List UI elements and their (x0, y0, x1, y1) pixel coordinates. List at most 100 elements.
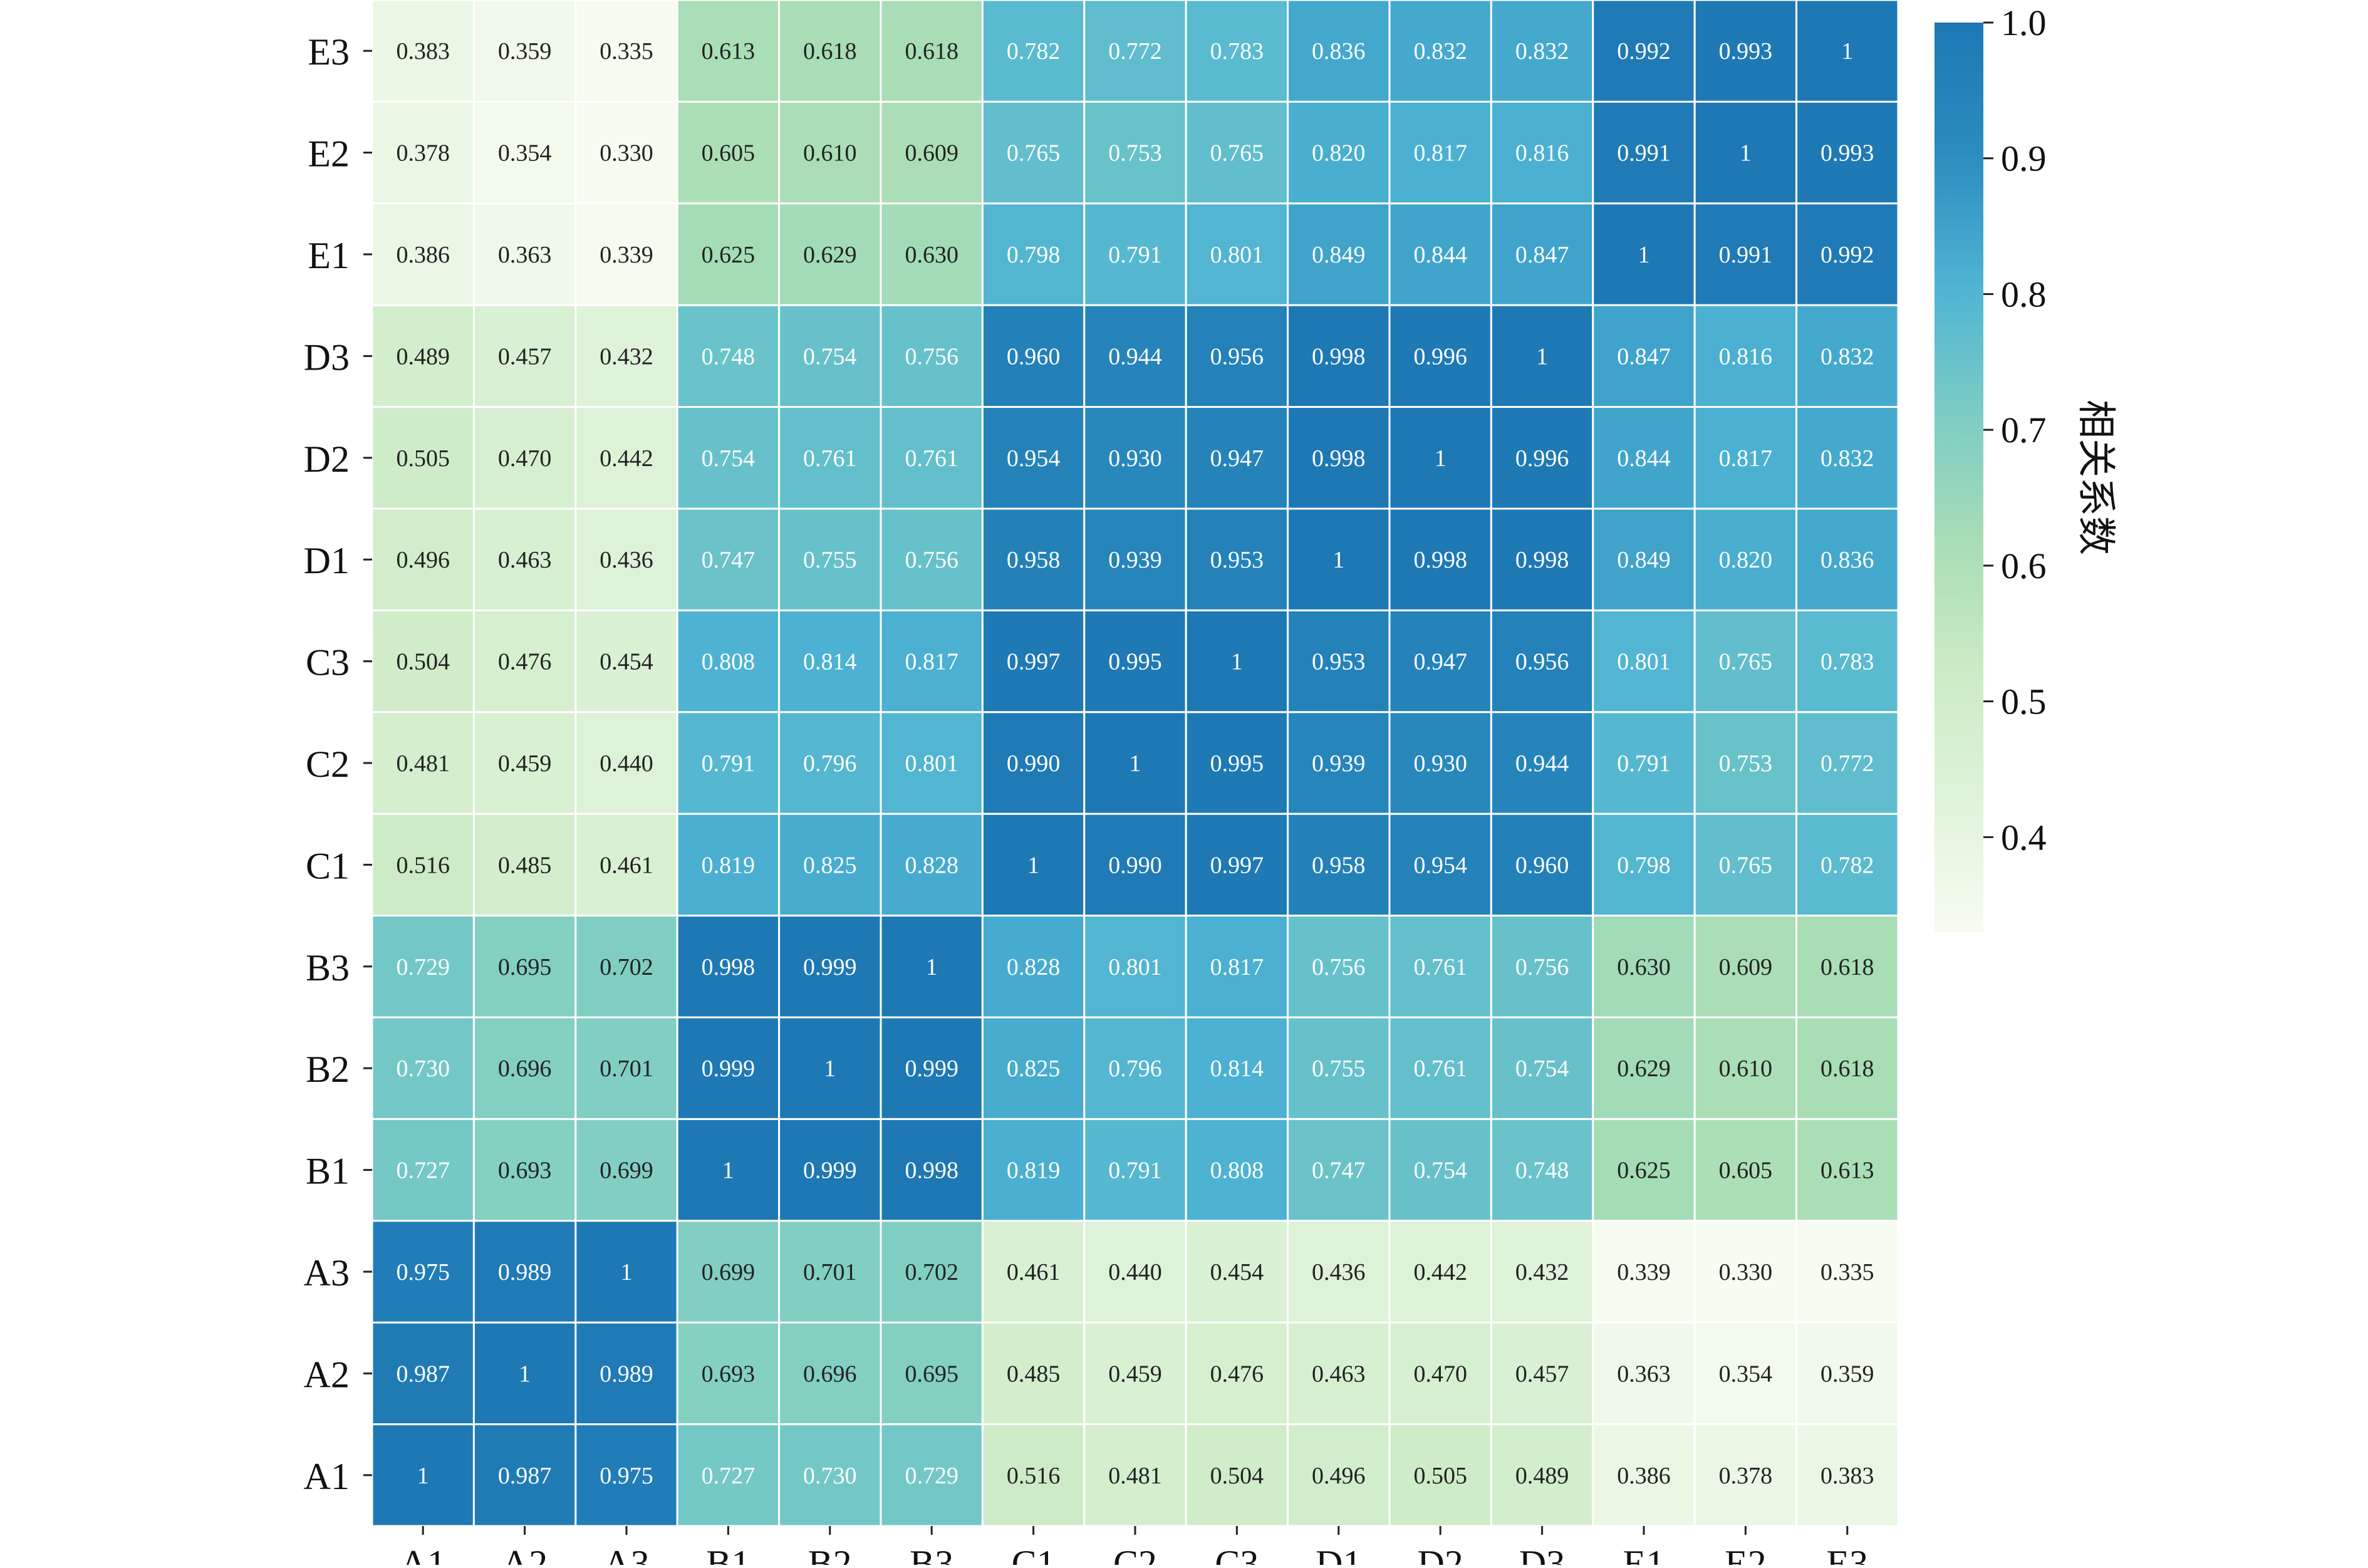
y-tick-label: B3 (306, 947, 350, 989)
heatmap-cell-value: 0.485 (498, 852, 552, 878)
heatmap-cell (1185, 1118, 1289, 1222)
heatmap-cell (1388, 813, 1492, 917)
heatmap-cell-value: 0.729 (905, 1463, 958, 1489)
heatmap-cell-value: 0.699 (600, 1158, 653, 1184)
heatmap-cell (574, 1118, 678, 1222)
heatmap-cell-value: 0.953 (1312, 649, 1366, 675)
heatmap-cell-value: 0.383 (1820, 1463, 1874, 1489)
heatmap-cell-value: 0.696 (803, 1361, 857, 1387)
heatmap-cell-value: 0.609 (1719, 954, 1773, 980)
heatmap-cell-value: 0.363 (1617, 1361, 1671, 1387)
heatmap-cell-value: 0.956 (1515, 649, 1569, 675)
heatmap-cell-value: 0.791 (702, 750, 756, 777)
heatmap-cell (1388, 1423, 1492, 1527)
heatmap-cell (1083, 1220, 1187, 1324)
heatmap-cell-value: 0.817 (1210, 954, 1264, 980)
y-tick-label: A1 (304, 1456, 350, 1497)
heatmap-cell-value: 0.693 (498, 1158, 552, 1184)
heatmap-cell (371, 507, 475, 611)
heatmap-cell-value: 0.817 (905, 649, 958, 675)
heatmap-cell (676, 1423, 781, 1527)
heatmap-cell (1083, 1321, 1187, 1426)
heatmap-cell (1083, 711, 1187, 815)
heatmap-cell-value: 0.816 (1515, 140, 1569, 167)
heatmap-cell-value: 0.753 (1719, 750, 1773, 777)
heatmap-cell (981, 813, 1086, 917)
x-tick-label: C2 (1113, 1543, 1157, 1565)
heatmap-cell-value: 0.699 (702, 1259, 756, 1285)
heatmap-cell (1287, 1423, 1391, 1527)
heatmap-cell (676, 507, 781, 611)
heatmap-cell-value: 0.999 (702, 1056, 756, 1082)
heatmap-cell-value: 0.999 (905, 1056, 958, 1082)
heatmap-cell-value: 0.836 (1820, 547, 1874, 573)
heatmap-cell-value: 0.505 (1413, 1463, 1467, 1489)
heatmap-cell (574, 609, 678, 714)
heatmap-cell-value: 0.476 (1210, 1361, 1264, 1387)
heatmap-cell (778, 406, 882, 510)
heatmap-cell-value: 0.701 (803, 1259, 857, 1285)
heatmap-cell (1795, 507, 1899, 611)
heatmap-cell-value: 1 (417, 1463, 429, 1489)
heatmap-cell (1592, 1016, 1696, 1120)
heatmap-cell-value: 0.832 (1820, 445, 1874, 472)
colorbar-tick-label: 0.5 (2001, 682, 2047, 722)
heatmap-cell (472, 609, 577, 714)
heatmap-cell (472, 1118, 577, 1222)
heatmap-cell (1083, 915, 1187, 1019)
heatmap-cell (676, 0, 781, 103)
heatmap-cell (1490, 711, 1594, 815)
heatmap-cell-value: 0.998 (1515, 547, 1569, 573)
heatmap-cell (1083, 507, 1187, 611)
heatmap-cell-value: 0.817 (1719, 445, 1773, 472)
heatmap-cell (676, 1220, 781, 1324)
y-tick-label: A2 (304, 1354, 350, 1395)
heatmap-cell-value: 0.481 (1108, 1463, 1162, 1489)
heatmap-cell-value: 0.729 (396, 954, 450, 980)
heatmap-cell (574, 1321, 678, 1426)
y-tick-label: E2 (308, 133, 350, 175)
heatmap-cell-value: 0.754 (1515, 1056, 1569, 1082)
heatmap-cell (1490, 1118, 1594, 1222)
heatmap-cell-value: 0.756 (905, 547, 958, 573)
heatmap-cell-value: 0.504 (1210, 1463, 1264, 1489)
heatmap-cell (981, 1220, 1086, 1324)
heatmap-cell (472, 1321, 577, 1426)
x-axis: A1 A2 A3 B1 B2 B3 C1 C2 C3 D1 D2 D3 E1 E2 E3 (400, 1526, 1868, 1568)
heatmap-cell (574, 100, 678, 205)
heatmap-cell (574, 915, 678, 1019)
heatmap-cell (778, 711, 882, 815)
heatmap-cell (1795, 406, 1899, 510)
heatmap-cell (574, 813, 678, 917)
heatmap-cell (1083, 100, 1187, 205)
y-tick-label: B2 (306, 1049, 350, 1090)
heatmap-cell-value: 0.796 (803, 750, 857, 777)
heatmap-cell-value: 1 (1841, 38, 1853, 65)
heatmap-cell (1795, 711, 1899, 815)
heatmap-cell-value: 0.457 (498, 343, 552, 370)
heatmap-cell-value: 0.844 (1413, 242, 1467, 268)
heatmap-cell (880, 304, 984, 408)
heatmap-cell-value: 1 (1536, 343, 1548, 370)
x-tick-label: D2 (1418, 1543, 1463, 1565)
heatmap-cell-value: 0.359 (1820, 1361, 1874, 1387)
heatmap-cell-value: 0.505 (396, 445, 450, 472)
heatmap-cell-value: 0.761 (803, 445, 857, 472)
heatmap-cell-value: 0.987 (498, 1463, 552, 1489)
heatmap-cell (880, 711, 984, 815)
heatmap-cell-value: 1 (519, 1361, 531, 1387)
heatmap-cell-value: 0.748 (1515, 1158, 1569, 1184)
y-tick-label: B1 (306, 1151, 350, 1192)
heatmap-cell-value: 0.783 (1210, 38, 1264, 65)
heatmap-cell-value: 0.470 (498, 445, 552, 472)
heatmap-cell-value: 0.996 (1413, 343, 1467, 370)
heatmap-cell-value: 0.618 (1820, 1056, 1874, 1082)
heatmap-cell-value: 0.814 (803, 649, 857, 675)
heatmap-cell (778, 507, 882, 611)
heatmap-cell (1287, 0, 1391, 103)
heatmap-cell-value: 0.960 (1007, 343, 1061, 370)
heatmap-cell-value: 0.990 (1007, 750, 1061, 777)
heatmap-cell-value: 0.629 (803, 242, 857, 268)
heatmap-cell-value: 0.954 (1413, 852, 1467, 878)
heatmap-cell-value: 0.755 (803, 547, 857, 573)
